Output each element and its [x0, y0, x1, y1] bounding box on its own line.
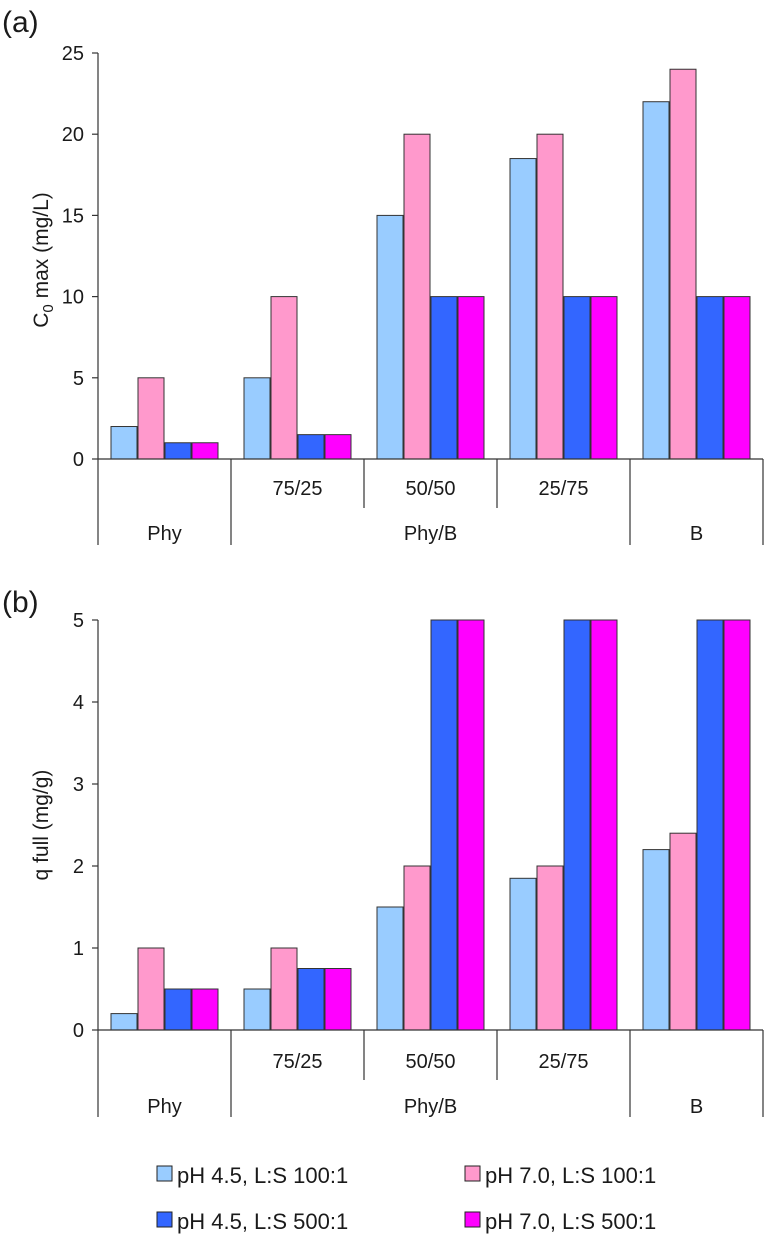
y-tick-label: 0: [73, 449, 84, 471]
x-subgroup-label: 50/50: [405, 478, 455, 500]
chart-panel-b: (b) q full (mg/g) 0 1 2 3 4 5 75/25 50/50 25/75 P…: [2, 586, 764, 1118]
y-axis-title-a: C0 max (mg/L): [30, 192, 57, 328]
legend-swatch-ph70-100: [464, 1165, 481, 1182]
legend-label: pH 7.0, L:S 100:1: [485, 1163, 656, 1188]
panel-label-b: (b): [2, 586, 39, 619]
legend: pH 4.5, L:S 100:1 pH 7.0, L:S 100:1 pH 4…: [156, 1163, 656, 1234]
bar: [376, 214, 404, 460]
bar: [563, 619, 591, 1031]
bar: [324, 968, 352, 1031]
y-tick-label: 5: [73, 610, 84, 632]
bar: [723, 619, 751, 1031]
bar: [696, 619, 724, 1031]
bar: [164, 988, 192, 1031]
panel-label-a: (a): [2, 6, 39, 39]
x-group-label: Phy/B: [404, 1096, 457, 1118]
legend-item: pH 4.5, L:S 100:1: [156, 1163, 348, 1188]
legend-item: pH 7.0, L:S 500:1: [464, 1209, 656, 1234]
legend-item: pH 4.5, L:S 500:1: [156, 1209, 348, 1234]
y-tick-label: 10: [62, 287, 84, 309]
x-subgroup-label: 50/50: [405, 1051, 455, 1073]
bar: [403, 133, 431, 460]
legend-label: pH 4.5, L:S 500:1: [177, 1209, 348, 1234]
y-tick-label: 0: [73, 1020, 84, 1042]
legend-item: pH 7.0, L:S 100:1: [464, 1163, 656, 1188]
bar: [243, 988, 271, 1031]
bar: [297, 434, 325, 460]
bar: [509, 158, 537, 460]
bar: [191, 988, 219, 1031]
x-group-label: Phy: [147, 1096, 181, 1118]
bar: [324, 434, 352, 460]
x-group-label: B: [690, 523, 703, 545]
bar: [376, 906, 404, 1031]
bar: [243, 377, 271, 460]
y-axis-title-b: q full (mg/g): [30, 770, 53, 881]
x-group-label: Phy: [147, 523, 181, 545]
y-tick-label: 3: [73, 774, 84, 796]
bar: [696, 296, 724, 460]
bar: [536, 133, 564, 460]
bar: [590, 619, 618, 1031]
bar: [669, 68, 697, 460]
x-subgroup-label: 75/25: [272, 1051, 322, 1073]
bar: [642, 101, 670, 460]
legend-swatch-ph45-100: [156, 1165, 173, 1182]
bar: [403, 865, 431, 1031]
bar: [509, 877, 537, 1031]
x-group-label: Phy/B: [404, 523, 457, 545]
bar: [723, 296, 751, 460]
bar: [563, 296, 591, 460]
y-tick-label: 1: [73, 938, 84, 960]
y-tick-label: 5: [73, 368, 84, 390]
bar: [430, 619, 458, 1031]
y-tick-label: 2: [73, 856, 84, 878]
bar: [270, 947, 298, 1031]
y-axis-title-a-rest: max (mg/L): [30, 192, 53, 304]
y-tick-label: 25: [62, 43, 84, 65]
bar: [536, 865, 564, 1031]
bar: [137, 947, 165, 1031]
x-subgroup-label: 75/25: [272, 478, 322, 500]
y-axis-title-a-main: C: [30, 313, 53, 328]
legend-label: pH 4.5, L:S 100:1: [177, 1163, 348, 1188]
bar: [430, 296, 458, 460]
bar: [110, 426, 138, 460]
legend-label: pH 7.0, L:S 500:1: [485, 1209, 656, 1234]
bar: [164, 442, 192, 460]
bar: [110, 1013, 138, 1031]
bar: [270, 296, 298, 460]
bar: [590, 296, 618, 460]
legend-swatch-ph70-500: [464, 1211, 481, 1228]
bar: [191, 442, 219, 460]
y-tick-label: 15: [62, 205, 84, 227]
bar: [297, 968, 325, 1031]
bar: [137, 377, 165, 460]
bar: [457, 296, 485, 460]
legend-swatch-ph45-500: [156, 1211, 173, 1228]
bar: [642, 849, 670, 1031]
y-axis-title-a-sub: 0: [40, 304, 57, 312]
bar: [457, 619, 485, 1031]
x-subgroup-label: 25/75: [538, 478, 588, 500]
bar: [669, 832, 697, 1031]
y-tick-label: 20: [62, 124, 84, 146]
y-tick-label: 4: [73, 692, 84, 714]
x-group-label: B: [690, 1096, 703, 1118]
x-subgroup-label: 25/75: [538, 1051, 588, 1073]
